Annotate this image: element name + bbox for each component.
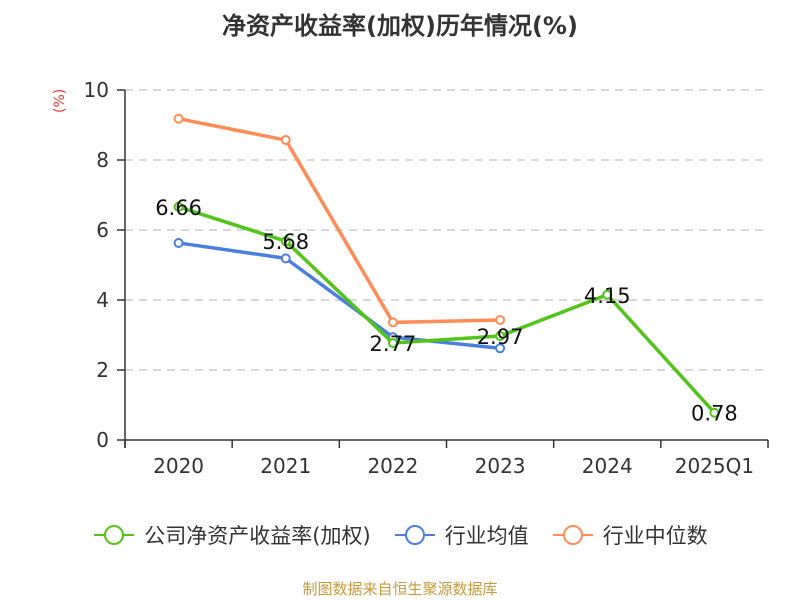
x-tick-label: 2025Q1 (675, 454, 754, 478)
data-label: 0.78 (691, 402, 738, 426)
x-tick-label: 2022 (367, 454, 418, 478)
legend-item-company[interactable]: 公司净资产收益率(加权) (92, 520, 371, 550)
series-line (178, 116, 501, 325)
y-tick-label: 4 (96, 288, 109, 312)
x-tick-label: 2023 (475, 454, 526, 478)
data-point (709, 407, 720, 418)
data-point (602, 289, 613, 300)
y-tick-label: 10 (84, 78, 109, 102)
data-point (280, 135, 291, 146)
legend: 公司净资产收益率(加权) 行业均值 行业中位数 (0, 520, 800, 550)
data-label: 6.66 (155, 196, 202, 220)
legend-item-industry-median[interactable]: 行业中位数 (551, 520, 708, 550)
legend-marker-icon (552, 525, 593, 545)
y-tick-label: 6 (96, 218, 109, 242)
data-label: 2.77 (370, 332, 417, 356)
y-tick-label: 0 (96, 428, 109, 452)
data-point (280, 236, 291, 247)
data-source-note: 制图数据来自恒生聚源数据库 (302, 580, 498, 598)
x-tick-label: 2024 (582, 454, 633, 478)
series-line (178, 241, 501, 351)
data-point (387, 338, 398, 349)
data-point (280, 253, 291, 264)
data-point (173, 201, 184, 212)
data-label: 5.68 (262, 230, 309, 254)
y-tick-label: 2 (96, 358, 109, 382)
data-label: 4.15 (584, 284, 631, 308)
legend-label: 行业均值 (444, 524, 529, 548)
x-tick-label: 2020 (153, 454, 204, 478)
legend-label: 行业中位数 (602, 524, 708, 548)
data-point (173, 237, 184, 248)
data-label: 2.97 (477, 325, 524, 349)
series-line (178, 205, 716, 414)
data-point (495, 343, 506, 354)
x-tick-label: 2021 (260, 454, 311, 478)
data-point (173, 113, 184, 124)
legend-label: 公司净资产收益率(加权) (144, 524, 371, 548)
line-chart: 0 2 4 6 8 10 2020 2021 2022 2023 2024 2025Q1 6.66 5.6… (84, 78, 769, 478)
y-tick-label: 8 (96, 148, 109, 172)
data-point (495, 331, 506, 342)
chart-title: 净资产收益率(加权)历年情况(%) (222, 12, 578, 40)
legend-marker-icon (394, 525, 435, 545)
data-point (387, 317, 398, 328)
legend-item-industry-mean[interactable]: 行业均值 (393, 520, 529, 550)
legend-marker-icon (94, 525, 135, 545)
data-point (495, 314, 506, 325)
